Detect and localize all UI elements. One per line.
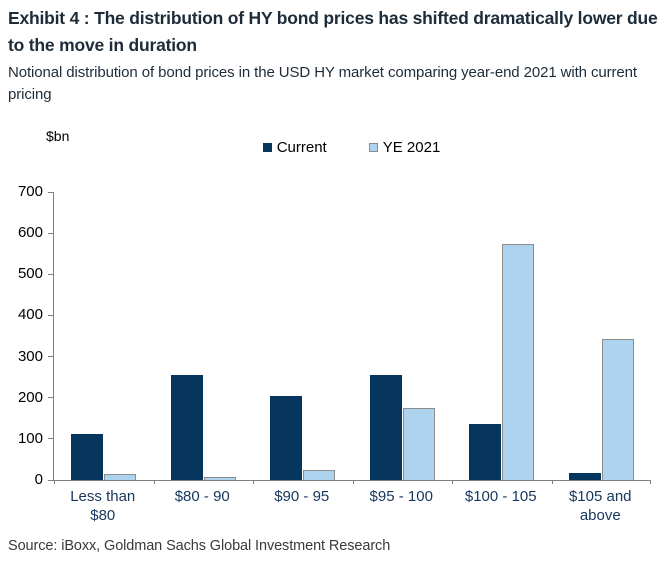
bar-ye2021: [601, 339, 634, 480]
y-tick-mark: [48, 479, 53, 481]
bar-current: [469, 424, 502, 480]
bar-current: [369, 375, 402, 480]
bar-group: [54, 434, 154, 480]
exhibit-subtitle: Notional distribution of bond prices in …: [8, 64, 637, 103]
legend-label-ye2021: YE 2021: [382, 139, 441, 156]
bar-current: [170, 375, 203, 480]
bar-group: [552, 339, 652, 480]
x-tick-mark: [353, 480, 354, 484]
bar-group: [353, 375, 453, 480]
bar-ye2021: [104, 474, 137, 480]
x-tick-mark: [650, 480, 651, 484]
bar-current: [568, 473, 601, 480]
x-category-label: $90 - 95: [274, 488, 330, 505]
y-tick-label: 200: [17, 388, 43, 406]
y-axis-unit-label: $bn: [46, 128, 70, 144]
x-category-label: Less than $80: [70, 488, 136, 524]
x-tick-mark: [154, 480, 155, 484]
source-note: Source: iBoxx, Goldman Sachs Global Inve…: [8, 538, 391, 554]
y-tick-mark: [48, 191, 53, 193]
x-axis-category-labels: Less than $80 $80 - 90 $90 - 95 $95 - 100 $1…: [53, 487, 650, 525]
chart-legend: Current YE 2021: [53, 139, 650, 156]
y-tick-mark: [48, 397, 53, 399]
y-tick-label: 0: [34, 471, 43, 488]
x-tick-mark: [54, 480, 55, 484]
legend-item-current: Current: [262, 139, 327, 156]
bar-ye2021: [402, 408, 435, 480]
bar-ye2021: [303, 470, 336, 480]
plot-area: 700 600 500 400 300 200 100 0: [18, 184, 651, 488]
legend-swatch-current-icon: [262, 143, 272, 152]
bar-current: [270, 396, 303, 480]
y-tick-mark: [48, 356, 53, 358]
y-tick-label: 300: [17, 347, 43, 365]
x-category-label: $80 - 90: [174, 488, 230, 505]
bar-group: [154, 375, 254, 480]
y-tick-label: 400: [17, 306, 43, 324]
y-tick-label: 100: [17, 429, 43, 447]
legend-item-ye2021: YE 2021: [368, 139, 441, 156]
x-category-label: $100 - 105: [464, 488, 537, 505]
exhibit-title: Exhibit 4 : The distribution of HY bond …: [8, 8, 658, 55]
bar-ye2021: [203, 477, 236, 480]
x-category-label: $95 - 100: [369, 488, 433, 505]
bar-ye2021: [502, 244, 535, 480]
y-tick-mark: [48, 232, 53, 234]
y-tick-label: 700: [17, 183, 43, 200]
x-tick-mark: [253, 480, 254, 484]
y-tick-label: 500: [17, 265, 43, 283]
x-tick-mark: [552, 480, 553, 484]
legend-label-current: Current: [276, 139, 327, 156]
bar-group: [253, 396, 353, 480]
bar-group: [452, 244, 552, 480]
y-tick-label: 600: [17, 224, 43, 242]
y-tick-mark: [48, 273, 53, 275]
x-category-label: $105 and above: [568, 488, 632, 524]
y-tick-mark: [48, 438, 53, 440]
y-tick-mark: [48, 314, 53, 316]
legend-swatch-ye2021-icon: [368, 143, 378, 152]
x-tick-mark: [452, 480, 453, 484]
bar-current: [71, 434, 104, 480]
bar-groups: [54, 192, 651, 480]
